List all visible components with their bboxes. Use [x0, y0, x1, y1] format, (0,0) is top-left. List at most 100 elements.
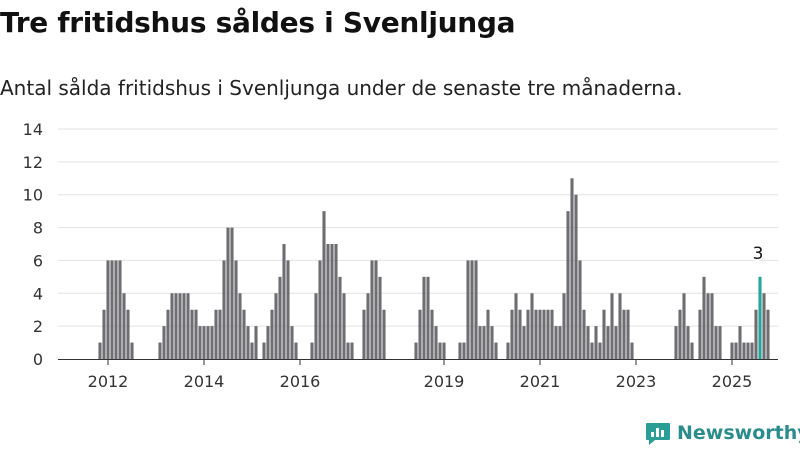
bar-2020-06 — [510, 309, 514, 359]
bar-2019-05 — [458, 342, 462, 359]
bar-2019-12 — [486, 309, 490, 359]
bar-2018-06 — [414, 342, 418, 359]
bar-2013-06 — [174, 293, 178, 359]
bar-2015-01 — [250, 342, 254, 359]
bar-2025-09 — [762, 293, 766, 359]
bar-2020-12 — [534, 309, 538, 359]
x-axis-labels: 2012 2014 2016 2019 2021 2023 2025 — [88, 359, 753, 391]
bar-2014-08 — [230, 227, 234, 359]
chart-subtitle: Antal sålda fritidshus i Svenljunga unde… — [0, 76, 683, 100]
bar-2024-02 — [686, 326, 690, 359]
bar-2016-04 — [310, 342, 314, 359]
bar-2021-02 — [542, 309, 546, 359]
bar-2012-01 — [106, 260, 110, 359]
bar-2012-07 — [130, 342, 134, 359]
bar-2011-12 — [102, 309, 106, 359]
bar-2014-01 — [202, 326, 206, 359]
bar-2020-05 — [506, 342, 510, 359]
bar-2015-10 — [286, 260, 290, 359]
bar-2018-08 — [422, 276, 426, 359]
bar-2013-04 — [166, 309, 170, 359]
bar-2012-02 — [110, 260, 114, 359]
bar-2022-07 — [610, 293, 614, 359]
bar-2021-12 — [582, 309, 586, 359]
bar-2021-05 — [554, 326, 558, 359]
bar-2014-09 — [234, 260, 238, 359]
bar-2024-07 — [706, 293, 710, 359]
bar-2016-08 — [326, 244, 330, 359]
bar-2013-02 — [158, 342, 162, 359]
bar-2014-10 — [238, 293, 242, 359]
bar-2024-10 — [718, 326, 722, 359]
bar-2023-12 — [678, 309, 682, 359]
bar-2019-01 — [442, 342, 446, 359]
bar-2014-06 — [222, 260, 226, 359]
x-tick-label-2014: 2014 — [184, 372, 225, 391]
bar-2018-10 — [430, 309, 434, 359]
bar-2015-12 — [294, 342, 298, 359]
bar-2014-04 — [214, 309, 218, 359]
bar-2012-06 — [126, 309, 130, 359]
bar-2021-08 — [566, 211, 570, 359]
x-tick-label-2021: 2021 — [520, 372, 561, 391]
bar-2013-05 — [170, 293, 174, 359]
bar-2019-09 — [474, 260, 478, 359]
bar-2020-10 — [526, 309, 530, 359]
bar-2017-06 — [366, 293, 370, 359]
bar-2022-05 — [602, 309, 606, 359]
bar-2014-02 — [206, 326, 210, 359]
bar-2014-07 — [226, 227, 230, 359]
bar-2020-08 — [518, 309, 522, 359]
bar-2022-04 — [598, 342, 602, 359]
bar-2017-02 — [350, 342, 354, 359]
bar-2018-12 — [438, 342, 442, 359]
annotations: 3 — [751, 242, 766, 266]
bar-2014-05 — [218, 309, 222, 359]
bar-2013-07 — [178, 293, 182, 359]
bar-2017-09 — [378, 276, 382, 359]
bar-2016-05 — [314, 293, 318, 359]
bar-2022-02 — [590, 342, 594, 359]
bar-2016-06 — [318, 260, 322, 359]
bar-2013-12 — [198, 326, 202, 359]
bar-2021-09 — [570, 178, 574, 359]
bar-2024-05 — [698, 309, 702, 359]
bar-2024-09 — [714, 326, 718, 359]
x-tick-label-2025: 2025 — [712, 372, 753, 391]
bar-2016-11 — [338, 276, 342, 359]
bar-2017-07 — [370, 260, 374, 359]
y-tick-label-14: 14 — [23, 120, 43, 139]
bar-2015-06 — [270, 309, 274, 359]
bar-2025-08 — [758, 276, 762, 359]
newsworthy-logo-icon — [646, 423, 670, 445]
bar-2020-07 — [514, 293, 518, 359]
bar-2015-04 — [262, 342, 266, 359]
y-tick-label-12: 12 — [23, 153, 43, 172]
newsworthy-logo: Newsworthy — [645, 420, 800, 446]
bar-2012-05 — [122, 293, 126, 359]
newsworthy-logo-text: Newsworthy — [677, 422, 800, 444]
bar-2022-10 — [622, 309, 626, 359]
bar-2024-01 — [682, 293, 686, 359]
bar-2021-06 — [558, 326, 562, 359]
bar-2015-07 — [274, 293, 278, 359]
bars — [98, 178, 770, 359]
bar-2020-11 — [530, 293, 534, 359]
y-tick-label-10: 10 — [23, 186, 43, 205]
bar-2024-08 — [710, 293, 714, 359]
bar-2021-11 — [578, 260, 582, 359]
bar-value-label: 3 — [753, 244, 764, 264]
bar-2022-01 — [586, 326, 590, 359]
bar-2021-01 — [538, 309, 542, 359]
bar-2019-10 — [478, 326, 482, 359]
bar-2017-05 — [362, 309, 366, 359]
x-tick-label-2016: 2016 — [280, 372, 321, 391]
bar-2019-08 — [470, 260, 474, 359]
bar-2013-09 — [186, 293, 190, 359]
bar-2020-01 — [490, 326, 494, 359]
bar-2015-02 — [254, 326, 258, 359]
bar-2021-07 — [562, 293, 566, 359]
bar-2019-11 — [482, 326, 486, 359]
bar-2011-11 — [98, 342, 102, 359]
bar-2025-07 — [754, 309, 758, 359]
